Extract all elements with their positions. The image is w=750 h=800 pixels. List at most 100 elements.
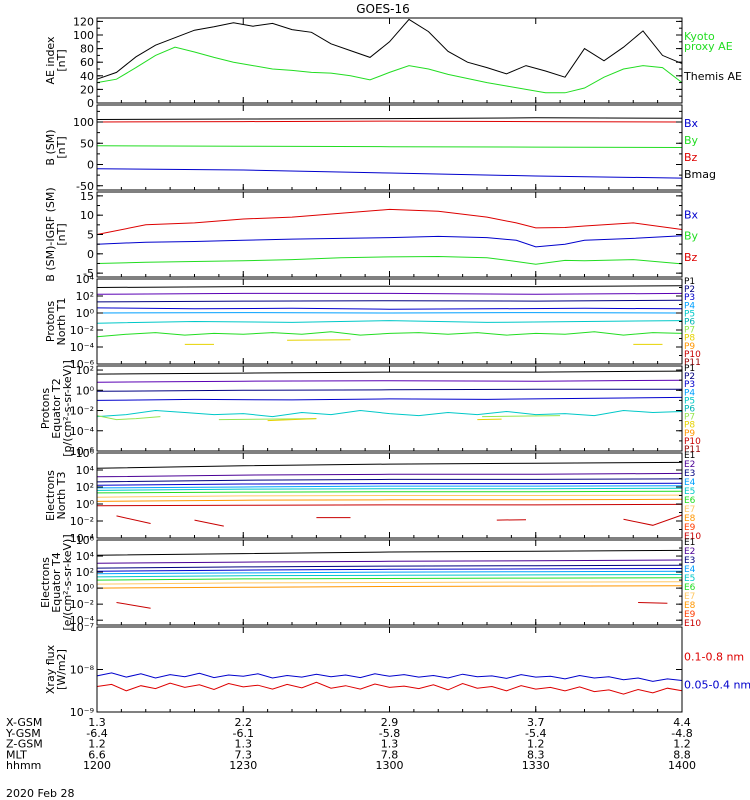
y-axis-label: Equator T4 <box>50 552 63 612</box>
series-p5 <box>96 409 683 418</box>
series-bz <box>96 208 683 235</box>
series-p4 <box>96 396 683 401</box>
y-tick-label: 5 <box>87 229 94 242</box>
orbit-row-value: 1330 <box>522 759 550 772</box>
y-tick-label: 10⁶ <box>76 447 95 460</box>
y-tick-label: 10⁴ <box>76 273 95 286</box>
legend-item: P5 <box>684 309 695 319</box>
legend-item: E2 <box>684 547 695 557</box>
legend-item: Bx <box>684 208 699 221</box>
y-tick-label: 10⁰ <box>76 582 95 595</box>
legend-item: E5 <box>684 574 695 584</box>
series-e6 <box>96 487 683 491</box>
y-tick-label: 10⁻² <box>70 324 94 337</box>
legend-item: E4 <box>684 478 696 488</box>
legend-item: 0.1-0.8 nm <box>684 650 744 663</box>
legend-item: By <box>684 230 699 243</box>
series-e8 <box>96 581 683 585</box>
y-tick-label: 10 <box>80 209 94 222</box>
series-p1 <box>96 285 683 288</box>
legend-item: P9 <box>684 429 695 439</box>
y-axis-label: Xray flux <box>44 644 57 694</box>
orbit-row-value: -5.4 <box>525 727 546 740</box>
y-axis-label: Electrons <box>44 470 57 521</box>
y-tick-label: 50 <box>80 137 94 150</box>
orbit-row-value: 8.8 <box>673 748 691 761</box>
series-p4 <box>96 307 683 310</box>
y-tick-label: 10⁻⁴ <box>70 614 95 627</box>
legend-item: P4 <box>684 388 695 398</box>
legend-item: E8 <box>684 514 696 524</box>
legend-item: 0.05-0.4 nm <box>684 679 750 692</box>
y-tick-label: 0 <box>87 159 94 172</box>
orbit-row-value: 1.3 <box>88 716 106 729</box>
series-e3 <box>96 478 683 483</box>
legend-item: P5 <box>684 396 695 406</box>
legend-item: P9 <box>684 342 695 352</box>
legend-item: P10 <box>684 437 701 447</box>
legend-item: E2 <box>684 460 695 470</box>
y-axis-label: Electrons <box>39 557 52 608</box>
series-e9 <box>96 498 683 502</box>
series-e10a <box>116 602 151 609</box>
series-bmag <box>96 117 683 120</box>
series-e1 <box>96 549 683 556</box>
orbit-row-value: 2.2 <box>235 716 253 729</box>
orbit-row-label: Y-GSM <box>5 727 41 740</box>
y-tick-label: 10⁻⁸ <box>70 664 95 677</box>
legend-item: P8 <box>684 334 695 344</box>
y-axis-label: [e/(cm²-s-sr-keV)] <box>61 534 74 630</box>
panel-2: -50 0 50 100 B (SM)[nT] Bx By Bz Bmag <box>44 104 716 193</box>
series-bz <box>96 120 683 123</box>
orbit-row-label: Z-GSM <box>6 738 43 751</box>
y-tick-label: 10⁻² <box>70 405 94 418</box>
legend-item: P7 <box>684 413 695 423</box>
orbit-row-value: 1230 <box>229 759 257 772</box>
legend-item: Bx <box>684 117 699 130</box>
y-tick-label: 10⁶ <box>76 534 95 547</box>
panel-3: -5 0 5 10 15 B (SM)-IGRF (SM)[nT] Bx By Bz <box>44 187 699 281</box>
legend-item: P8 <box>684 421 695 431</box>
y-axis-label: [nT] <box>55 223 68 245</box>
y-axis-label: B (SM)-IGRF (SM) <box>44 187 57 281</box>
y-tick-label: 10² <box>76 566 94 579</box>
series-e10e <box>623 514 683 526</box>
y-tick-label: 10⁻² <box>70 515 94 528</box>
orbit-row-value: 1.2 <box>673 738 691 751</box>
orbit-row-value: -4.8 <box>671 727 692 740</box>
y-axis-label: North T1 <box>55 298 68 346</box>
y-tick-label: 60 <box>80 56 94 69</box>
y-tick-label: 0 <box>87 248 94 261</box>
y-tick-label: 10⁻⁴ <box>70 532 95 545</box>
orbit-row-value: -5.8 <box>379 727 400 740</box>
series-p6 <box>96 320 683 324</box>
y-tick-label: 10² <box>76 364 94 377</box>
y-tick-label: 10⁰ <box>76 384 95 397</box>
y-tick-label: 100 <box>73 116 94 129</box>
series-e9 <box>96 585 683 589</box>
panel-8: 10⁻⁹ 10⁻⁸ 10⁻⁷ Xray flux[W/m2] 0.1-0.8 nm 0.0… <box>44 621 750 719</box>
series-p6a <box>96 415 161 421</box>
legend-item: E7 <box>684 505 695 515</box>
y-tick-label: -50 <box>76 180 94 193</box>
y-axis-label: [nT] <box>55 49 68 71</box>
y-tick-label: -5 <box>83 267 94 280</box>
series-e10 <box>96 503 683 507</box>
orbit-row-value: 1.2 <box>527 738 545 751</box>
y-axis-label: Protons <box>39 388 52 429</box>
series-p1 <box>96 370 683 375</box>
legend-item: E1 <box>684 538 695 548</box>
orbit-row-label: X-GSM <box>6 716 42 729</box>
legend-item: E8 <box>684 601 696 611</box>
y-axis-label: B (SM) <box>44 129 57 165</box>
series-e3 <box>96 564 683 569</box>
series-by <box>96 255 683 265</box>
y-tick-label: 10⁴ <box>76 550 95 563</box>
legend-item: P4 <box>684 301 695 311</box>
